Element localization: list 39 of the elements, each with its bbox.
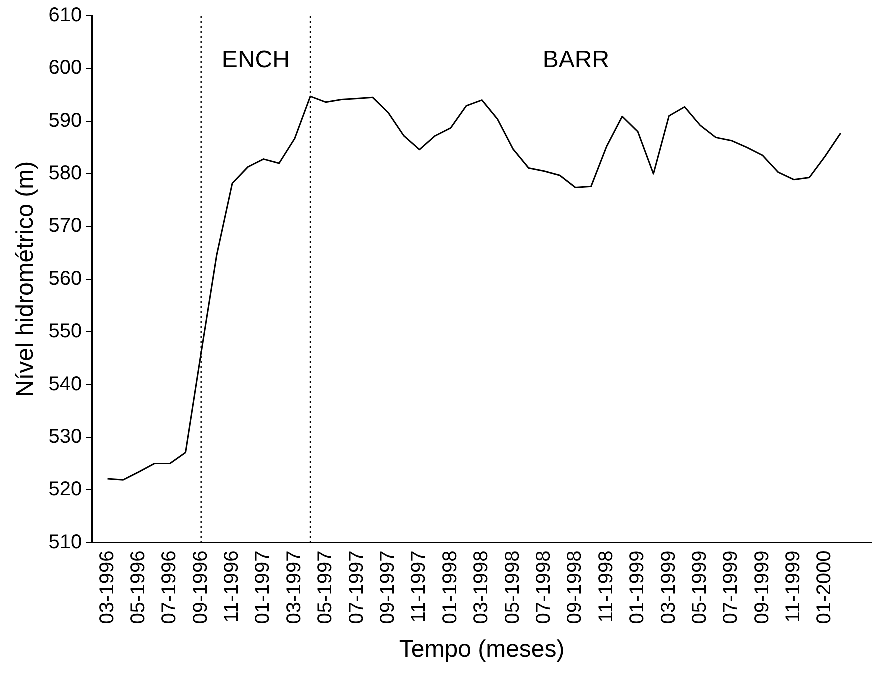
x-tick-label: 01-2000 xyxy=(814,550,836,624)
y-axis-title: Nível hidrométrico (m) xyxy=(12,161,40,398)
y-tick-label: 570 xyxy=(48,215,82,238)
x-tick-label: 03-1998 xyxy=(470,550,493,624)
x-tick-label: 07-1999 xyxy=(720,550,742,624)
y-tick-label: 530 xyxy=(48,426,82,448)
x-tick-label: 03-1996 xyxy=(96,550,118,624)
x-tick-label: 05-1997 xyxy=(314,550,337,624)
y-tick-label: 600 xyxy=(48,57,82,80)
y-tick-label: 610 xyxy=(48,4,82,27)
y-tick-label: 590 xyxy=(48,110,82,132)
annotation: ENCH xyxy=(222,46,290,74)
x-tick-label: 11-1997 xyxy=(408,550,430,623)
x-tick-label: 07-1996 xyxy=(158,550,181,624)
y-tick-label: 560 xyxy=(48,268,82,290)
y-tick-label: 520 xyxy=(48,478,82,501)
y-tick-label: 580 xyxy=(48,162,82,185)
x-tick-label: 01-1999 xyxy=(626,550,649,624)
x-tick-label: 05-1996 xyxy=(127,550,150,624)
x-tick-label: 03-1997 xyxy=(283,550,306,624)
x-tick-label: 11-1998 xyxy=(595,550,618,623)
x-tick-label: 07-1998 xyxy=(532,550,555,624)
x-tick-label: 11-1996 xyxy=(221,550,244,623)
x-tick-label: 01-1998 xyxy=(439,550,462,624)
x-tick-label: 11-1999 xyxy=(782,550,805,623)
x-tick-label: 09-1997 xyxy=(377,550,400,624)
y-tick-label: 510 xyxy=(48,531,82,554)
annotation: BARR xyxy=(542,46,610,74)
x-tick-label: 09-1998 xyxy=(564,550,586,624)
x-tick-label: 05-1999 xyxy=(688,550,711,624)
y-tick-label: 540 xyxy=(48,373,82,396)
y-tick-label: 550 xyxy=(48,320,82,343)
x-tick-label: 01-1997 xyxy=(252,550,274,624)
x-tick-label: 07-1997 xyxy=(346,550,368,624)
x-axis-title: Tempo (meses) xyxy=(399,636,565,664)
x-tick-label: 09-1999 xyxy=(751,550,774,624)
x-tick-label: 03-1999 xyxy=(658,550,680,624)
x-tick-label: 09-1996 xyxy=(190,550,212,624)
x-tick-label: 05-1998 xyxy=(502,550,524,624)
